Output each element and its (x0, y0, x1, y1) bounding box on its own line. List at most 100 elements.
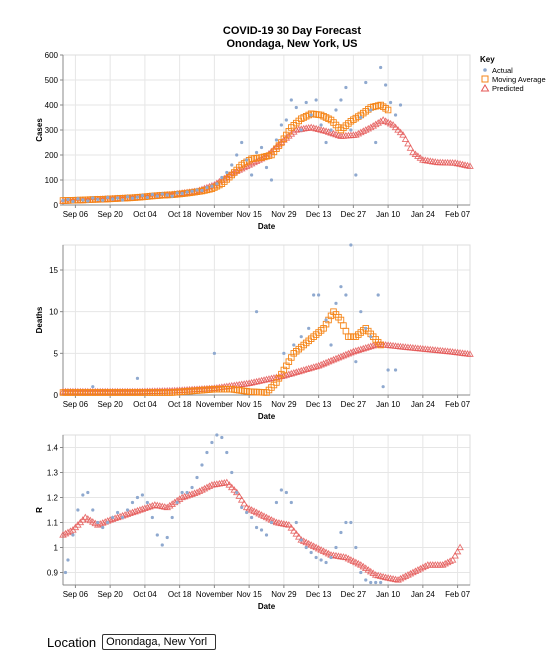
predicted-point (401, 572, 410, 579)
actual-point (314, 555, 318, 560)
actual-point (76, 197, 80, 201)
y-tick-label: 15 (49, 266, 58, 275)
predicted-point (245, 379, 253, 386)
predicted-point (396, 128, 405, 136)
actual-point (369, 108, 373, 112)
predicted-point (131, 507, 139, 515)
predicted-point (59, 531, 67, 538)
predicted-point (168, 500, 176, 507)
x-tick-label: Nov 29 (271, 590, 297, 599)
predicted-point (98, 519, 107, 526)
actual-point (374, 580, 378, 585)
actual-point (289, 500, 293, 505)
actual-point (284, 490, 288, 495)
location-row: Location (47, 634, 217, 650)
actual-point (101, 198, 105, 202)
predicted-point (290, 128, 298, 135)
predicted-point (354, 129, 363, 137)
predicted-point (230, 486, 239, 493)
actual-point (304, 545, 308, 550)
predicted-point (285, 521, 293, 528)
predicted-point (287, 524, 296, 531)
x-tick-label: Jan 24 (411, 210, 436, 219)
predicted-point (309, 363, 318, 370)
y-axis-title: Deaths (35, 306, 44, 333)
actual-point (359, 570, 363, 575)
actual-point (175, 500, 179, 505)
predicted-point (317, 360, 325, 368)
actual-point (374, 140, 378, 145)
y-tick-label: 200 (45, 151, 59, 160)
predicted-point (282, 371, 291, 378)
actual-point (292, 343, 296, 347)
predicted-point (113, 513, 122, 521)
actual-point (170, 194, 174, 198)
predicted-point (93, 521, 102, 528)
actual-point (364, 578, 368, 582)
predicted-point (441, 559, 449, 567)
x-tick-label: Nov 15 (236, 210, 262, 219)
actual-point (165, 535, 169, 540)
actual-point (81, 198, 85, 202)
actual-point (180, 490, 184, 495)
legend-predicted-marker (480, 84, 490, 92)
predicted-point (357, 345, 365, 353)
predicted-point (143, 503, 152, 511)
chart-title: COVID-19 30 Day Forecast (223, 25, 362, 37)
actual-point (324, 318, 328, 322)
predicted-point (175, 495, 184, 502)
actual-point (175, 191, 179, 195)
actual-point (294, 105, 298, 110)
location-input[interactable] (102, 634, 217, 650)
x-tick-label: November (196, 210, 233, 219)
actual-point (344, 293, 348, 297)
actual-point (66, 197, 70, 202)
x-tick-label: Sep 20 (97, 210, 123, 219)
predicted-point (260, 376, 268, 383)
x-tick-label: Feb 07 (445, 210, 470, 219)
actual-point (225, 450, 229, 455)
predicted-point (399, 573, 407, 581)
legend-moving-average-label: Moving Average (492, 75, 546, 84)
y-axis-title: R (35, 507, 44, 513)
x-tick-label: Oct 04 (133, 590, 157, 599)
actual-point (155, 533, 159, 537)
plot-frame (62, 434, 471, 586)
predicted-point (409, 568, 417, 576)
predicted-point (141, 504, 149, 511)
y-tick-label: 1.1 (47, 519, 59, 528)
actual-point (205, 450, 209, 455)
actual-point (386, 368, 390, 372)
predicted-point (359, 344, 368, 352)
predicted-point (389, 121, 397, 128)
predicted-point (302, 365, 310, 373)
predicted-point (361, 126, 370, 133)
predicted-point (414, 152, 422, 159)
legend-actual-marker (483, 68, 487, 72)
x-tick-label: Dec 13 (306, 400, 332, 409)
predicted-point (322, 358, 330, 366)
actual-point (344, 520, 348, 525)
actual-point (329, 343, 333, 347)
actual-point (299, 128, 303, 132)
predicted-point (451, 551, 459, 559)
predicted-point (275, 373, 283, 380)
x-tick-label: Oct 18 (168, 400, 192, 409)
predicted-point (404, 139, 412, 147)
actual-point (379, 580, 383, 585)
predicted-point (146, 502, 154, 510)
y-tick-label: 0 (54, 391, 59, 400)
y-tick-label: 5 (54, 349, 59, 358)
actual-point (324, 560, 328, 565)
x-tick-label: Oct 04 (133, 210, 157, 219)
y-tick-label: 1.2 (47, 494, 59, 503)
x-tick-label: Sep 06 (63, 590, 89, 599)
actual-point (86, 490, 90, 495)
actual-point (393, 113, 398, 117)
actual-point (215, 433, 219, 437)
x-tick-label: November (196, 590, 233, 599)
actual-point (359, 310, 363, 314)
plot-area (59, 433, 464, 585)
predicted-point (138, 505, 147, 512)
actual-point (91, 385, 95, 389)
